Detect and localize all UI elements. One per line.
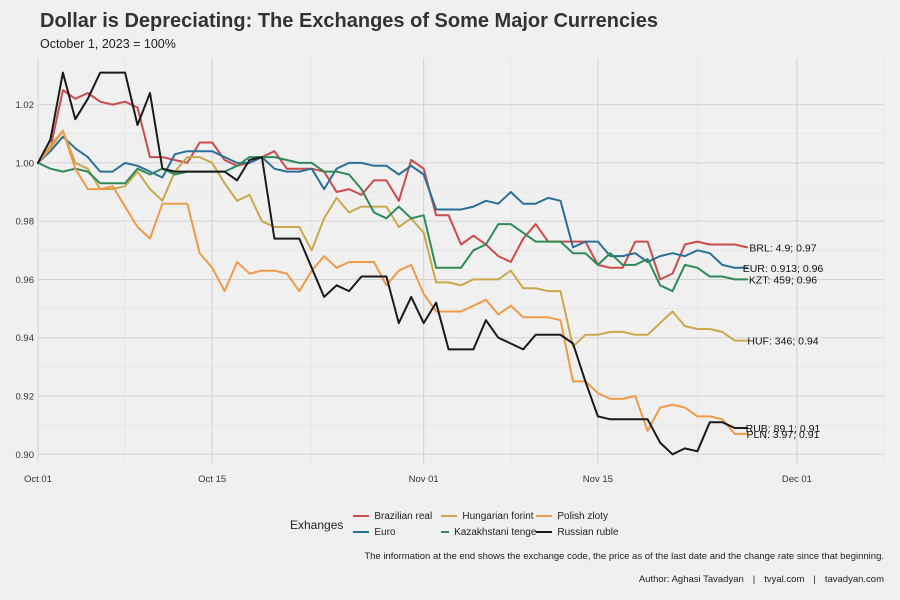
grid-lines — [37, 58, 885, 463]
end-label-euro: EUR: 0.913; 0.96 — [743, 263, 824, 275]
legend-item-euro: Euro — [353, 524, 441, 540]
legend-title: Exhanges — [290, 518, 344, 532]
legend-swatch — [536, 531, 553, 533]
end-label-kazakhstani-tenge: KZT: 459; 0.96 — [749, 274, 817, 286]
y-tick-label: 1.02 — [16, 100, 35, 111]
series-line-kazakhstani-tenge — [37, 156, 749, 293]
legend-item-kazakhstani-tenge: Kazakhstani tenge — [441, 524, 536, 540]
series-line-euro — [37, 135, 749, 269]
series-line-russian-ruble — [37, 71, 749, 456]
legend-swatch — [441, 531, 450, 533]
x-tick-label: Dec 01 — [782, 474, 812, 485]
y-axis-tick-labels: 0.90 0.92 0.94 0.96 0.98 1.00 1.02 — [16, 100, 35, 461]
series-line-brazilian-real — [37, 89, 749, 281]
legend-item-hungarian-forint: Hungarian forint — [441, 508, 536, 524]
chart-subtitle: October 1, 2023 = 100% — [40, 37, 176, 51]
legend-items: Brazilian real Euro Hungarian forint Kazakh… — [353, 508, 646, 540]
legend-swatch — [536, 515, 553, 517]
y-tick-label: 0.96 — [16, 275, 35, 286]
credit-separator: | — [813, 574, 816, 585]
x-tick-label: Oct 15 — [198, 474, 226, 485]
y-tick-label: 0.90 — [16, 450, 35, 461]
author-credit: Author: Aghasi Tavadyan — [638, 574, 744, 585]
x-tick-label: Nov 01 — [409, 474, 439, 485]
legend-item-russian-ruble: Russian ruble — [536, 524, 646, 540]
y-tick-label: 0.94 — [16, 333, 35, 344]
chart-note: The information at the end shows the exc… — [364, 551, 884, 562]
x-tick-label: Oct 01 — [24, 474, 52, 485]
legend: Exhanges Brazilian real Euro Hungarian for… — [290, 508, 646, 540]
end-labels: BRL: 4.9; 0.97 EUR: 0.913; 0.96 HUF: 346; … — [743, 242, 824, 440]
site-link-tavadyan[interactable]: tavadyan.com — [824, 574, 884, 585]
y-tick-label: 0.98 — [16, 217, 35, 228]
legend-item-brazilian-real: Brazilian real — [353, 508, 441, 524]
legend-swatch — [353, 515, 370, 517]
series-line-hungarian-forint — [37, 129, 749, 348]
credit-separator: | — [752, 574, 756, 585]
legend-label: Kazakhstani tenge — [454, 526, 537, 538]
series-lines — [37, 71, 749, 456]
chart-title: Dollar is Depreciating: The Exchanges of… — [40, 10, 658, 32]
legend-swatch — [441, 515, 458, 517]
legend-label: Polish zloty — [557, 510, 608, 522]
end-label-brazilian-real: BRL: 4.9; 0.97 — [749, 242, 816, 254]
x-tick-label: Nov 15 — [583, 474, 613, 485]
legend-swatch — [353, 531, 370, 533]
legend-label: Hungarian forint — [462, 510, 534, 522]
end-label-hungarian-forint: HUF: 346; 0.94 — [747, 336, 818, 348]
series-line-polish-zloty — [37, 129, 749, 435]
credits: Author: Aghasi Tavadyan | tvyal.com | tavady… — [639, 574, 884, 585]
site-link-tvyal[interactable]: tvyal.com — [764, 574, 805, 585]
legend-item-polish-zloty: Polish zloty — [536, 508, 646, 524]
legend-label: Euro — [374, 526, 396, 538]
y-tick-label: 1.00 — [16, 158, 35, 169]
legend-label: Brazilian real — [374, 510, 433, 522]
legend-label: Russian ruble — [557, 526, 619, 538]
end-label-russian-ruble: RUB: 89.1; 0.91 — [746, 423, 821, 435]
end-label-polish-zloty: PLN: 3.97; 0.91 — [747, 429, 820, 441]
x-axis-tick-labels: Oct 01 Oct 15 Nov 01 Nov 15 Dec 01 — [24, 474, 812, 485]
y-tick-label: 0.92 — [16, 391, 35, 402]
